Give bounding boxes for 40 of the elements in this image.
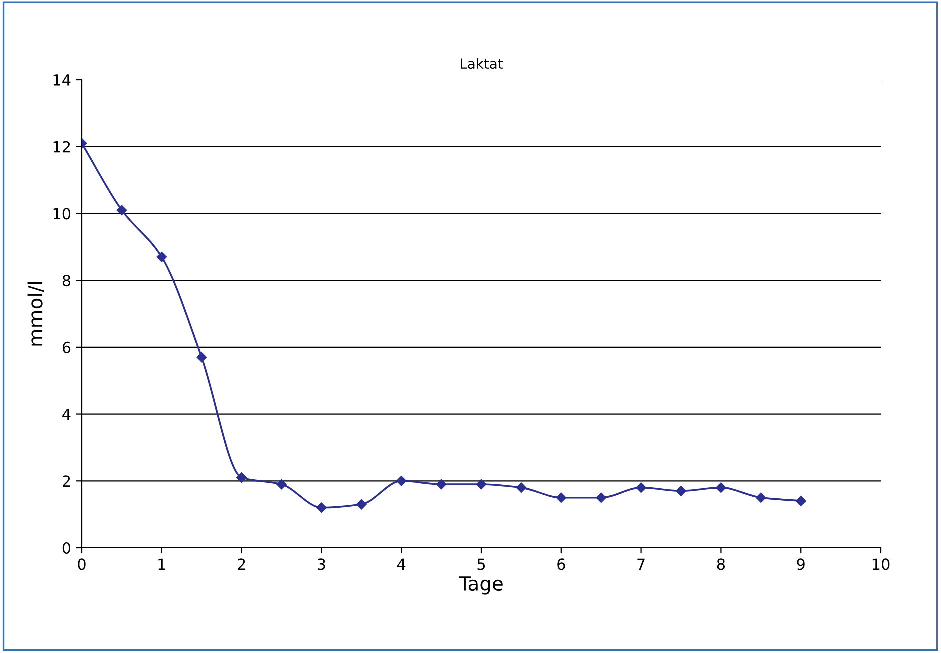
x-tick-label: 5 — [478, 558, 486, 570]
point — [396, 476, 407, 486]
y-tick-label: 0 — [62, 542, 71, 554]
point — [596, 492, 606, 503]
x-tick-label: 0 — [78, 558, 86, 570]
y-tick-label: 10 — [54, 208, 71, 220]
point — [436, 479, 447, 490]
x-tick-label: 3 — [318, 558, 326, 570]
point — [716, 482, 726, 493]
x-tick-label: 9 — [797, 558, 805, 570]
point — [756, 492, 766, 503]
x-tick-label: 6 — [558, 558, 566, 570]
y-tick-label: 12 — [54, 141, 70, 153]
x-tick-label: 4 — [397, 558, 406, 570]
y-tick-label: 14 — [54, 74, 71, 86]
y-tick-label: 4 — [62, 408, 71, 420]
point — [636, 482, 646, 493]
point — [196, 352, 207, 363]
x-axis-title: Tage — [458, 576, 503, 595]
x-tick-label: 7 — [638, 558, 645, 570]
x-tick-label: 1 — [158, 558, 166, 570]
point — [796, 496, 806, 506]
y-axis-title: mmol/l — [28, 282, 44, 346]
x-tick-label: 10 — [872, 558, 890, 570]
point — [116, 205, 128, 216]
point — [516, 482, 527, 493]
chart-title: Laktat — [461, 58, 504, 70]
y-tick-label: 8 — [62, 275, 71, 287]
x-tick-label: 2 — [238, 558, 246, 570]
point — [156, 252, 168, 262]
point — [476, 479, 487, 490]
x-tick-label: 8 — [717, 558, 726, 570]
y-tick-label: 6 — [62, 342, 71, 354]
point — [676, 486, 686, 496]
point — [316, 502, 327, 513]
point — [356, 499, 367, 510]
point — [276, 479, 287, 490]
point — [236, 472, 247, 483]
point — [556, 492, 567, 503]
y-tick-label: 2 — [62, 476, 70, 487]
